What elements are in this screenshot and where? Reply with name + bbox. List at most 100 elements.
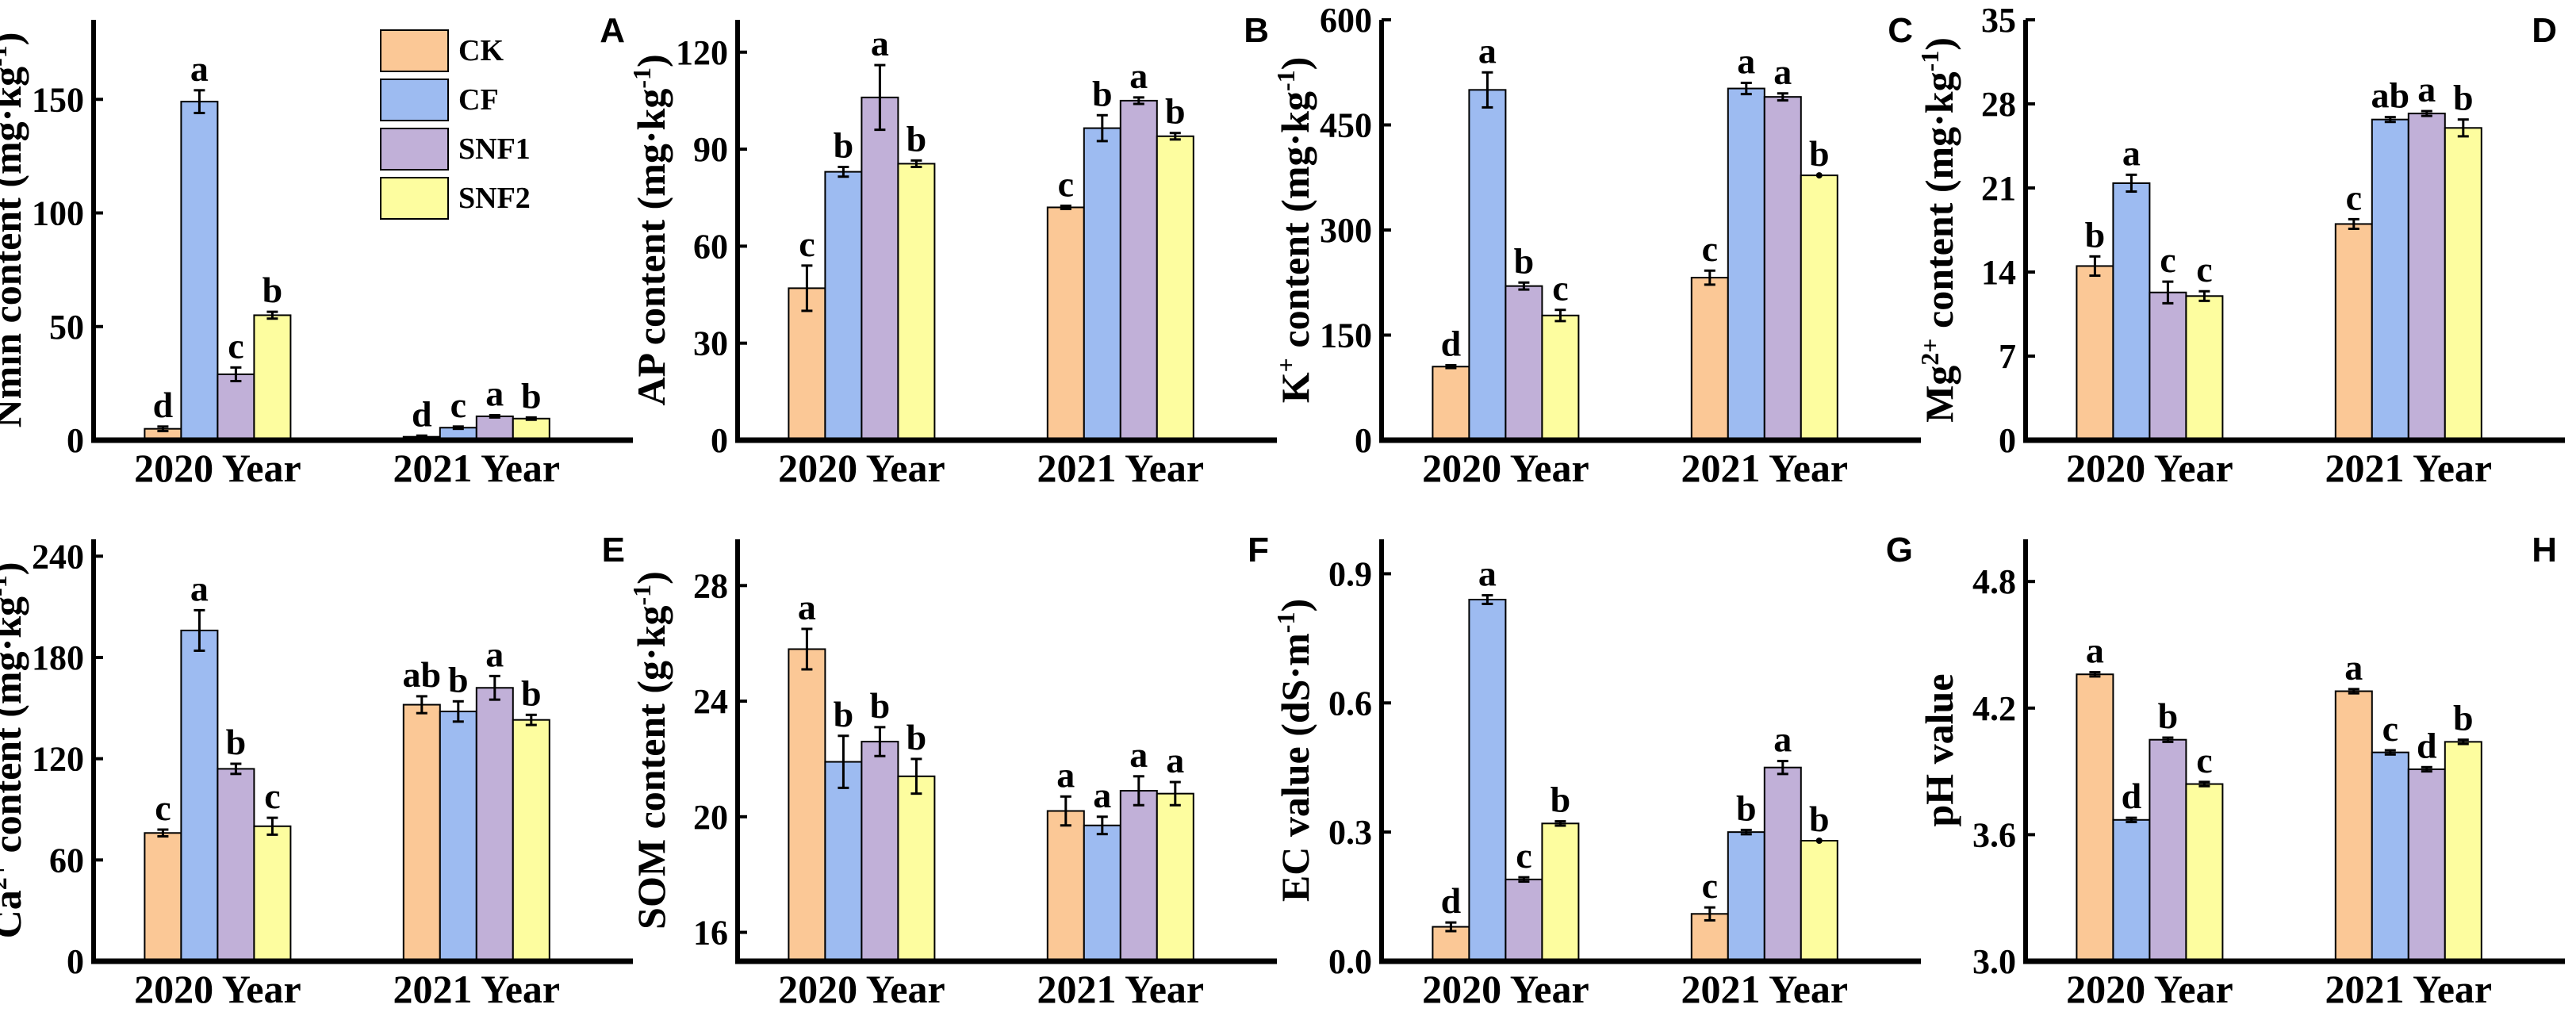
y-axis-label-text: ) (0, 562, 29, 576)
error-bar (230, 762, 242, 776)
significance-letter: c (2160, 240, 2175, 280)
y-tick-label: 0 (67, 942, 84, 981)
significance-letter: c (155, 788, 171, 828)
error-bar (2457, 738, 2469, 746)
significance-letter: a (2086, 631, 2104, 671)
bar-snf2 (2444, 741, 2482, 962)
bar-cf (2112, 182, 2151, 441)
y-axis-label-text: ) (1917, 37, 1961, 51)
significance-letter: b (521, 673, 542, 713)
error-bar (2421, 765, 2432, 773)
significance-letter: c (1552, 268, 1568, 309)
y-tick-label: 0.3 (1328, 813, 1372, 852)
error-bar (2421, 109, 2432, 117)
y-axis-label-superscript: 2+ (0, 863, 12, 890)
bar-snf2 (2185, 783, 2224, 962)
bar-ck (2076, 265, 2114, 441)
y-tick-label: 120 (676, 33, 728, 72)
error-bar (2126, 173, 2137, 194)
bar-snf1 (217, 768, 255, 963)
significance-letter: c (228, 325, 243, 366)
bar-snf2 (512, 417, 550, 442)
bar-snf2 (1800, 840, 1838, 962)
y-axis-label-text: Mg (1917, 366, 1961, 423)
error-bar (1777, 760, 1788, 776)
error-bar (1169, 780, 1181, 807)
y-axis-label-text: EC value (dS·m (1273, 633, 1317, 902)
y-tick-label: 30 (693, 324, 728, 363)
x-tick-label: 2021 Year (1037, 446, 1204, 490)
y-tick-label: 4.8 (1972, 562, 2016, 601)
significance-letter: c (1702, 865, 1718, 906)
y-tick-label: 20 (693, 798, 728, 837)
bar-cf (2112, 818, 2151, 963)
error-bar (2384, 116, 2396, 124)
error-bar (801, 264, 813, 312)
bar-cf (1727, 831, 1765, 962)
y-tick-label: 28 (693, 566, 728, 605)
bar-snf1 (1763, 766, 1802, 963)
legend-label-snf1: SNF1 (458, 132, 531, 166)
error-bar (1482, 71, 1493, 109)
y-axis-label-text: content (mg·kg (0, 596, 29, 863)
legend: CK CF SNF1 SNF2 (380, 29, 531, 220)
error-bar (2089, 255, 2101, 278)
significance-letter: c (1058, 163, 1074, 204)
error-bar (2162, 280, 2174, 305)
bar-snf2 (253, 314, 292, 441)
significance-letter: a (1056, 754, 1075, 795)
y-axis-label: AP content (mg·kg-1) (627, 54, 673, 405)
error-bar (416, 695, 427, 715)
bar-cf (824, 171, 863, 441)
y-axis-label-text: AP content (mg·kg (629, 89, 673, 406)
error-bar (910, 159, 922, 168)
bar-snf2 (2185, 295, 2224, 441)
panel-label: D (2532, 11, 2557, 50)
bar-snf1 (475, 687, 514, 962)
y-axis-label-superscript: -1 (0, 45, 12, 67)
significance-letter: b (2453, 78, 2474, 118)
y-axis-label: Mg2+ content (mg·kg-1) (1915, 37, 1961, 423)
significance-letter: d (1441, 880, 1462, 921)
panel-label: F (1248, 531, 1269, 569)
panel-label: E (602, 531, 625, 569)
x-tick-label: 2021 Year (1681, 446, 1848, 490)
significance-letter: a (190, 48, 209, 89)
y-tick-label: 16 (693, 914, 728, 953)
error-bar (2126, 816, 2137, 823)
error-bar (1060, 795, 1071, 827)
bar-ck (144, 832, 182, 962)
y-tick-label: 4.2 (1972, 689, 2016, 728)
legend-label-cf: CF (458, 83, 499, 117)
error-bar (801, 627, 813, 671)
panel-label: A (600, 11, 625, 50)
significance-letter: ab (2371, 75, 2410, 116)
error-bar (266, 310, 278, 320)
y-tick-label: 0 (711, 421, 728, 460)
y-tick-label: 60 (693, 227, 728, 266)
significance-letter: b (1809, 133, 1830, 174)
significance-letter: b (521, 375, 542, 416)
significance-letter: b (907, 118, 927, 159)
y-tick-label: 21 (1981, 169, 2016, 208)
significance-letter: a (485, 373, 504, 413)
significance-letter: c (264, 776, 280, 816)
y-tick-label: 3.6 (1972, 815, 2016, 854)
y-tick-label: 150 (32, 80, 84, 119)
legend-label-ck: CK (458, 34, 504, 67)
error-bar (525, 713, 537, 726)
error-bar-point (1815, 838, 1823, 844)
significance-letter: b (870, 685, 891, 726)
significance-letter: b (907, 717, 927, 757)
error-bar (489, 413, 500, 419)
bar-snf2 (512, 719, 550, 962)
y-tick-label: 60 (49, 841, 84, 880)
y-tick-label: 240 (32, 537, 84, 576)
error-bar (1554, 820, 1566, 827)
y-axis-label-text: Nmin content (mg·kg (0, 67, 29, 428)
bar-snf2 (1156, 792, 1194, 962)
